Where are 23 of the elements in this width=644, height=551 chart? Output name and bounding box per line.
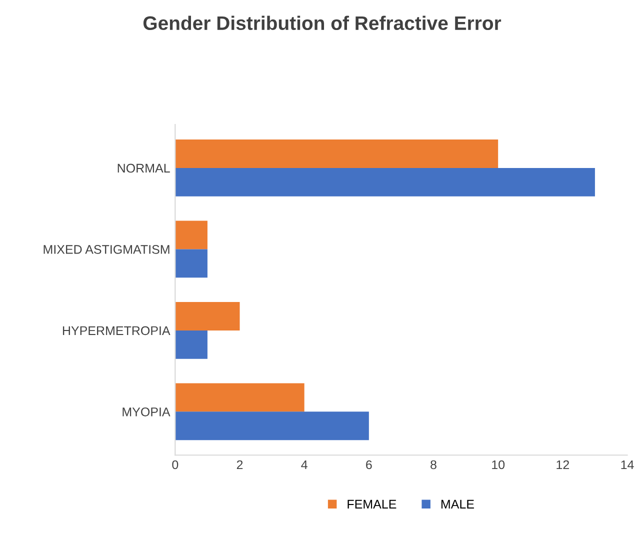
y-tick-label: MYOPIA <box>122 407 170 416</box>
bar <box>175 140 498 168</box>
bar <box>175 220 208 250</box>
x-tick-label: 4 <box>301 460 308 470</box>
x-tick-label: 12 <box>556 460 569 470</box>
bar <box>175 383 304 412</box>
y-tick-label: HYPERMETROPIA <box>62 326 170 336</box>
bar <box>175 412 369 440</box>
bar <box>175 302 240 330</box>
x-tick-label: 14 <box>621 460 634 470</box>
x-tick-label: 8 <box>430 460 436 470</box>
chart-title: Gender Distribution of Refractive Error <box>143 16 502 30</box>
x-tick-label: 6 <box>366 460 372 470</box>
legend-label: FEMALE <box>348 500 396 508</box>
y-tick-label: NORMAL <box>118 164 170 173</box>
x-tick-label: 10 <box>492 460 505 470</box>
x-tick-label: 0 <box>172 460 178 470</box>
x-tick-label: 2 <box>236 460 243 470</box>
legend-label: MALE <box>441 500 474 508</box>
bar <box>175 168 595 196</box>
bar <box>175 249 208 278</box>
y-tick-label: MIXED ASTIGMATISM <box>44 245 170 254</box>
bar <box>175 330 208 359</box>
